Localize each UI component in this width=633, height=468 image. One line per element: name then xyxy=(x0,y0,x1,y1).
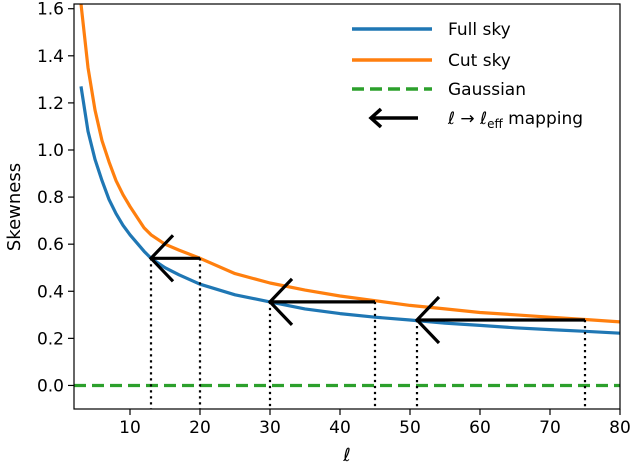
x-tick-label: 20 xyxy=(189,418,211,438)
legend: Full sky Cut sky Gaussian ℓ → ℓeff mappi… xyxy=(352,20,583,131)
x-axis-label: ℓ xyxy=(342,445,350,466)
legend-label-full-sky: Full sky xyxy=(448,20,511,40)
legend-label-mapping: ℓ → ℓeff mapping xyxy=(447,109,583,131)
mapping-layer xyxy=(148,234,587,409)
series-line-cut-sky xyxy=(79,3,621,324)
x-tick-label: 30 xyxy=(259,418,281,438)
legend-label-gaussian: Gaussian xyxy=(448,80,526,100)
x-tick-label: 70 xyxy=(539,418,561,438)
y-axis-ticks: 0.0 0.2 0.4 0.6 0.8 1.0 1.2 1.4 1.6 xyxy=(37,0,74,396)
y-tick-label: 0.6 xyxy=(37,235,64,255)
y-tick-label: 0.0 xyxy=(37,376,64,396)
mapping-2-arrow-head xyxy=(267,277,294,326)
series-layer xyxy=(74,3,621,388)
legend-swatch-mapping-arrow xyxy=(368,107,418,129)
x-tick-label: 60 xyxy=(469,418,491,438)
x-tick-label: 10 xyxy=(119,418,141,438)
x-tick-label: 80 xyxy=(609,418,631,438)
x-tick-label: 40 xyxy=(329,418,351,438)
x-tick-label: 50 xyxy=(399,418,421,438)
x-axis-ticks: 10 20 30 40 50 60 70 80 xyxy=(119,409,631,438)
y-axis-label: Skewness xyxy=(4,163,25,251)
legend-label-cut-sky: Cut sky xyxy=(448,51,511,71)
legend-label-mapping-sub: eff xyxy=(487,117,503,131)
y-tick-label: 1.2 xyxy=(37,94,64,114)
y-tick-label: 0.8 xyxy=(37,188,64,208)
mapping-1-arrow-head xyxy=(148,234,175,283)
y-tick-label: 1.6 xyxy=(37,0,64,20)
y-tick-label: 0.2 xyxy=(37,329,64,349)
y-tick-label: 0.4 xyxy=(37,282,64,302)
mapping-3-arrow-head xyxy=(414,295,441,345)
y-tick-label: 1.0 xyxy=(37,141,64,161)
legend-label-mapping-main: ℓ → ℓ xyxy=(447,109,487,129)
plot-frame xyxy=(73,3,621,410)
legend-label-mapping-tail: mapping xyxy=(503,109,583,129)
y-tick-label: 1.4 xyxy=(37,47,64,67)
